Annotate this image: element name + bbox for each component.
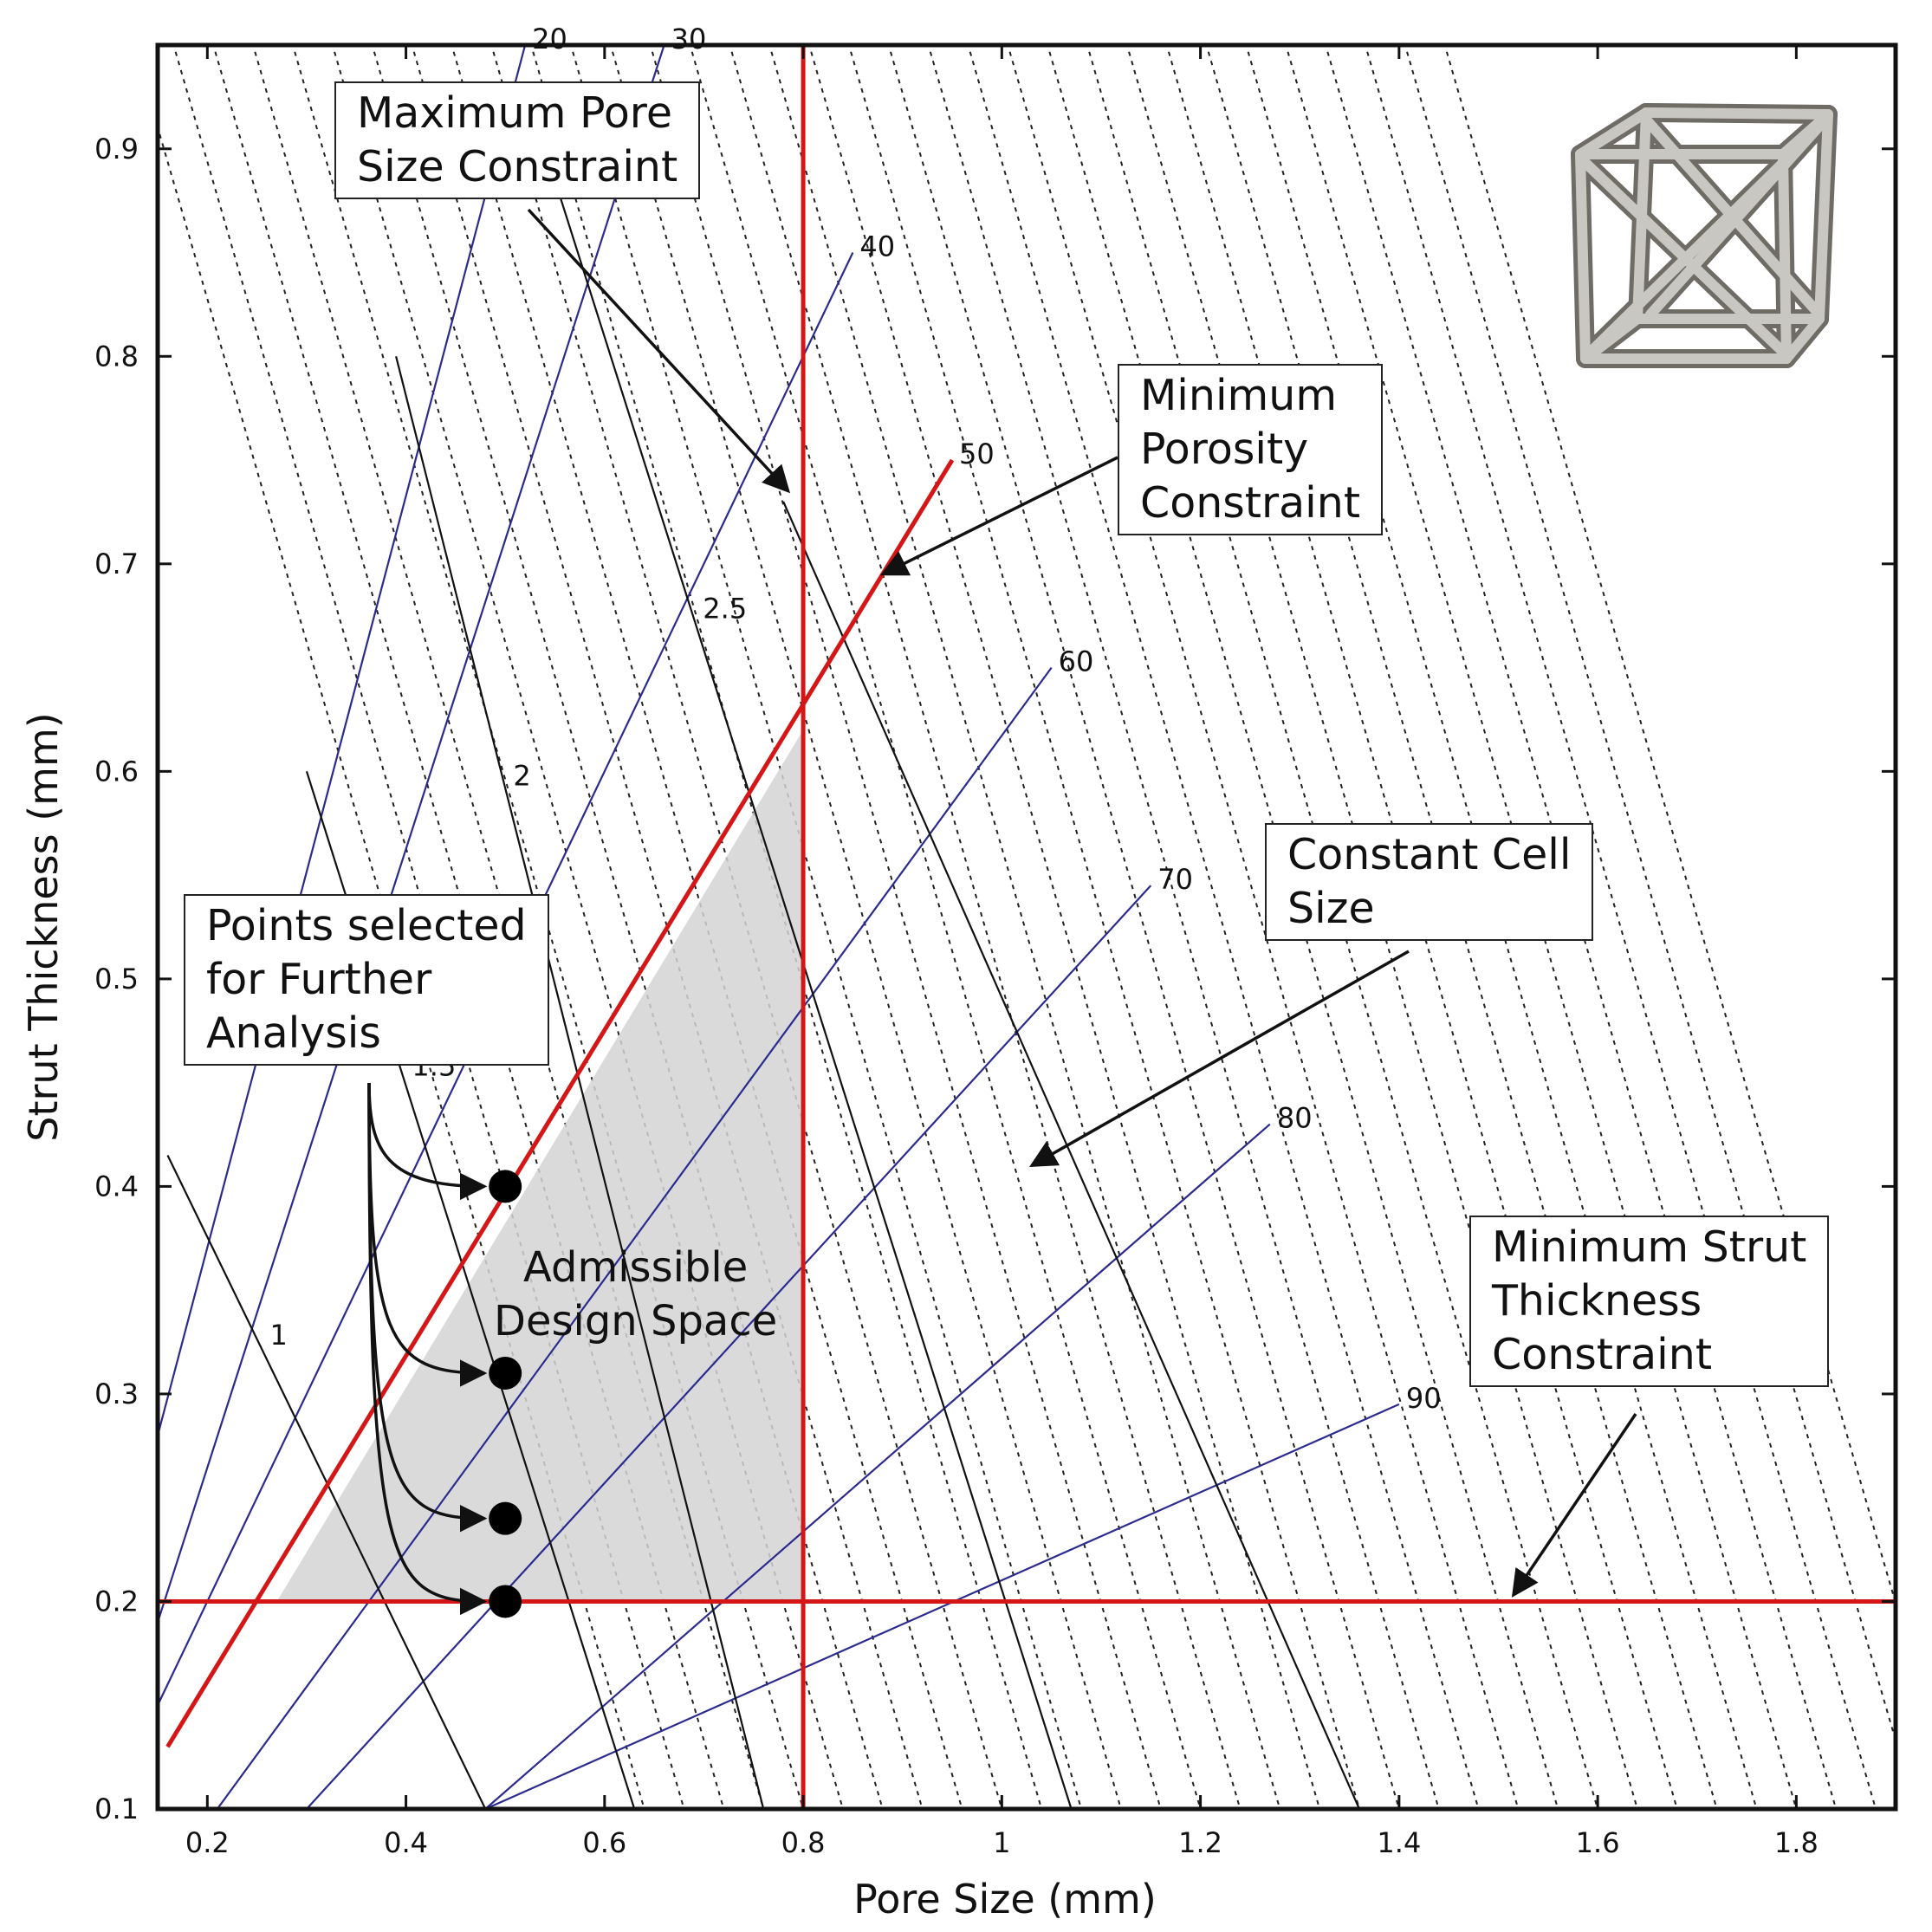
porosity-label-30: 30 (671, 23, 707, 55)
selected-point (489, 1356, 522, 1390)
min-strut-text-1: Minimum Strut (1492, 1222, 1807, 1272)
porosity-line-30 (158, 45, 665, 1623)
cell-size-callout: Constant Cell Size (1265, 823, 1594, 941)
porosity-line-80 (484, 1123, 1271, 1809)
points-text-1: Points selected (206, 901, 527, 950)
annotation-arrows (367, 208, 1637, 1616)
constraint-lines (158, 45, 1896, 1809)
max-pore-text-1: Maximum Pore (357, 88, 673, 138)
selected-points (489, 1170, 522, 1618)
max-pore-arrow (527, 208, 791, 494)
porosity-label-90: 90 (1406, 1382, 1442, 1415)
min-porosity-text-3: Constraint (1140, 478, 1361, 528)
porosity-line-60 (216, 666, 1053, 1809)
min-porosity-text-2: Porosity (1140, 425, 1309, 474)
y-tick-label: 0.3 (94, 1378, 139, 1410)
y-tick-label: 0.5 (94, 963, 139, 995)
region-text-2: Design Space (494, 1297, 778, 1345)
min-porosity-arrow (879, 456, 1118, 576)
cell-size-arrow (1028, 950, 1410, 1168)
plot-frame (155, 42, 1898, 1812)
max-pore-text-2: Size Constraint (357, 142, 678, 191)
y-tick-label: 0.8 (94, 340, 139, 373)
y-tick-label: 0.2 (94, 1585, 139, 1618)
lattice-unit-cell-icon (1571, 103, 1838, 368)
porosity-label-80: 80 (1277, 1102, 1313, 1135)
cell-size-line-2 (395, 356, 765, 1809)
max-pore-callout: Maximum Pore Size Constraint (334, 81, 701, 199)
admissible-region-label: Admissible Design Space (494, 1241, 777, 1348)
min-strut-arrow (1511, 1413, 1637, 1598)
porosity-label-50: 50 (959, 438, 995, 470)
x-tick-label: 1.2 (1178, 1826, 1222, 1859)
cell-size-label-1: 1 (270, 1319, 288, 1352)
y-tick-label: 0.1 (94, 1793, 139, 1825)
min-strut-text-2: Thickness (1492, 1276, 1702, 1326)
porosity-label-60: 60 (1059, 645, 1094, 678)
porosity-label-70: 70 (1157, 863, 1193, 896)
x-tick-label: 0.2 (185, 1826, 230, 1859)
cell-size-label-2: 2 (513, 759, 530, 792)
cell-size-text-2: Size (1287, 884, 1375, 933)
min-strut-text-3: Constraint (1492, 1330, 1713, 1379)
min-porosity-text-1: Minimum (1140, 371, 1338, 420)
admissible-region (276, 729, 804, 1602)
x-tick-label: 0.8 (781, 1826, 826, 1859)
cell-size-line-4 (782, 501, 1361, 1809)
axis-ticks: 0.2 0.4 0.6 0.8 1 1.2 1.4 1.6 1.8 0.1 0.2 0.3 0.4 0.5… (94, 45, 1896, 1859)
porosity-line-20 (158, 45, 527, 1436)
y-tick-label: 0.9 (94, 133, 139, 165)
x-tick-label: 1 (993, 1826, 1010, 1859)
x-tick-label: 1.6 (1576, 1826, 1620, 1859)
min-porosity-callout: Minimum Porosity Constraint (1118, 364, 1384, 535)
selected-point (489, 1170, 522, 1203)
x-axis-title: Pore Size (mm) (853, 1876, 1157, 1922)
cell-size-label-2.5: 2.5 (703, 592, 747, 625)
admissible-region-layer (276, 729, 804, 1602)
x-tick-label: 1.4 (1377, 1826, 1421, 1859)
porosity-label-20: 20 (532, 23, 567, 55)
points-text-2: for Further (206, 955, 432, 1004)
y-axis-title: Strut Thickness (mm) (20, 712, 67, 1141)
region-text-1: Admissible (523, 1243, 749, 1292)
points-arrow (367, 1082, 488, 1616)
dotted-guide-line (768, 45, 1281, 1809)
min-strut-callout: Minimum Strut Thickness Constraint (1469, 1216, 1830, 1387)
y-tick-label: 0.6 (94, 755, 139, 788)
x-tick-label: 0.6 (582, 1826, 626, 1859)
cell-size-text-1: Constant Cell (1287, 830, 1572, 879)
selected-point (489, 1585, 522, 1618)
points-callout: Points selected for Further Analysis (184, 894, 549, 1066)
y-tick-label: 0.7 (94, 548, 139, 580)
min-porosity-line (165, 458, 955, 1748)
points-text-3: Analysis (206, 1008, 381, 1058)
selected-point (489, 1501, 522, 1535)
porosity-line-70 (306, 885, 1152, 1809)
porosity-line-90 (484, 1403, 1400, 1809)
porosity-label-40: 40 (859, 230, 895, 263)
x-tick-label: 1.8 (1774, 1826, 1819, 1859)
y-tick-label: 0.4 (94, 1170, 139, 1203)
points-arrow (367, 1082, 488, 1201)
x-tick-label: 0.4 (384, 1826, 428, 1859)
